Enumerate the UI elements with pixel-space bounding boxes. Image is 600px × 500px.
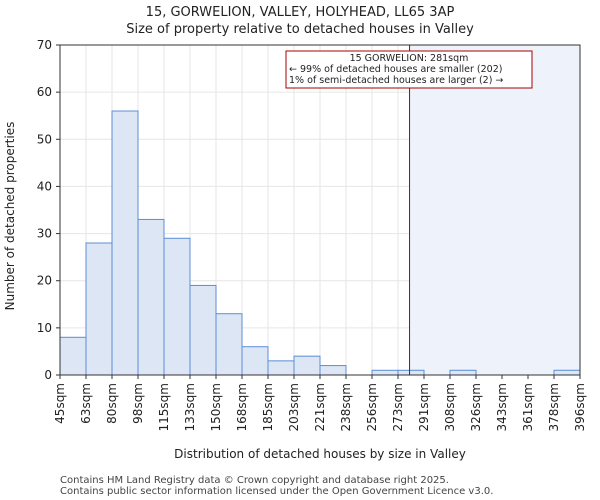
y-tick-label: 0 (44, 368, 52, 382)
annotation-line-1: 15 GORWELION: 281sqm (350, 53, 469, 64)
histogram-bar (111, 110, 139, 376)
x-tick-label: 361sqm (521, 383, 535, 431)
y-tick-label: 20 (37, 274, 52, 288)
y-axis-label: Number of detached properties (3, 122, 17, 311)
highlight-region (409, 45, 580, 375)
x-tick-label: 115sqm (157, 383, 171, 431)
histogram-bar (553, 369, 581, 376)
histogram-bar (293, 355, 321, 376)
histogram-bar (215, 313, 243, 376)
x-tick-label: 326sqm (469, 383, 483, 431)
x-tick-label: 221sqm (313, 383, 327, 431)
histogram-bar (449, 369, 477, 376)
y-tick-label: 30 (37, 227, 52, 241)
y-tick-label: 60 (37, 85, 52, 99)
x-tick-label: 133sqm (183, 383, 197, 431)
y-tick-label: 10 (37, 321, 52, 335)
histogram-bar (59, 336, 87, 376)
x-tick-label: 150sqm (209, 383, 223, 431)
x-tick-label: 343sqm (495, 383, 509, 431)
annotation-line-3: 1% of semi-detached houses are larger (2… (289, 75, 503, 86)
x-tick-label: 185sqm (261, 383, 275, 431)
chart-subtitle: Size of property relative to detached ho… (126, 22, 474, 37)
annotation-frame (285, 50, 533, 89)
y-tick-label: 40 (37, 179, 52, 193)
x-tick-label: 273sqm (391, 383, 405, 431)
y-tick-label: 70 (37, 38, 52, 52)
annotation-box: 15 GORWELION: 281sqm ← 99% of detached h… (285, 50, 533, 89)
y-tick-label: 50 (37, 132, 52, 146)
x-tick-label: 378sqm (547, 383, 561, 431)
x-tick-label: 80sqm (105, 383, 119, 424)
footer-licence: Contains public sector information licen… (60, 486, 494, 497)
footer-copyright: Contains HM Land Registry data © Crown c… (60, 475, 449, 486)
annotation-line-2: ← 99% of detached houses are smaller (20… (289, 64, 502, 75)
x-tick-label: 63sqm (79, 383, 93, 424)
histogram-bar (371, 369, 399, 376)
histogram-bar (189, 284, 217, 376)
histogram-bar (319, 365, 347, 376)
x-tick-label: 168sqm (235, 383, 249, 431)
histogram-bar (137, 218, 165, 376)
x-tick-label: 291sqm (417, 383, 431, 431)
x-tick-label: 256sqm (365, 383, 379, 431)
histogram-bar (163, 237, 191, 376)
x-tick-label: 203sqm (287, 383, 301, 431)
x-tick-label: 98sqm (131, 383, 145, 424)
x-axis-label: Distribution of detached houses by size … (174, 447, 466, 461)
x-tick-label: 308sqm (443, 383, 457, 431)
histogram-bar (267, 360, 295, 376)
x-tick-labels: 45sqm 63sqm 80sqm 98sqm 115sqm 133sqm 150sqm 16… (53, 375, 587, 431)
x-tick-label: 45sqm (53, 383, 67, 424)
chart-title: 15, GORWELION, VALLEY, HOLYHEAD, LL65 3A… (145, 5, 455, 20)
histogram-bar (241, 346, 269, 376)
x-tick-label: 396sqm (573, 383, 587, 431)
bars (59, 110, 581, 376)
x-tick-label: 238sqm (339, 383, 353, 431)
y-tick-labels: 0 10 20 30 40 50 60 70 (37, 38, 60, 382)
histogram-bar (85, 242, 113, 376)
histogram-bar (397, 369, 425, 376)
